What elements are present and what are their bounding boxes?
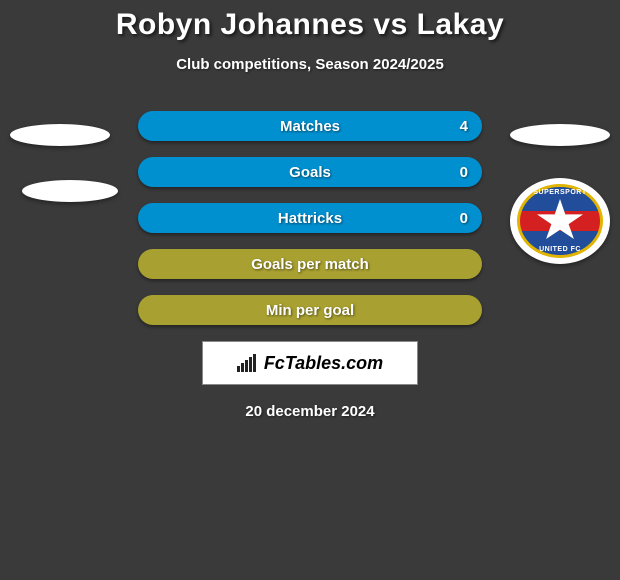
stat-value-right: 4 [460,118,468,135]
club-badge: SUPERSPORT UNITED FC [510,178,610,264]
stat-row: Hattricks 0 [138,203,482,233]
footer-logo-bar [253,354,256,372]
stat-label: Matches [280,118,340,135]
stat-label: Goals per match [251,256,369,273]
footer-logo-icon [237,354,256,372]
player-right-avatar-placeholder [510,124,610,146]
stat-label: Hattricks [278,210,342,227]
page-title: Robyn Johannes vs Lakay [0,0,620,42]
footer-brand-text: FcTables.com [264,353,383,374]
date-line: 20 december 2024 [0,403,620,420]
club-badge-inner: SUPERSPORT UNITED FC [517,184,603,258]
footer-logo-bar [237,366,240,372]
stat-row: Min per goal [138,295,482,325]
stat-label: Goals [289,164,331,181]
footer-logo-bar [245,360,248,372]
stat-row: Goals per match [138,249,482,279]
stat-label: Min per goal [266,302,354,319]
stat-value-right: 0 [460,164,468,181]
badge-text-bottom: UNITED FC [539,246,581,253]
footer-logo-bar [241,363,244,372]
stat-row: Goals 0 [138,157,482,187]
player-left-avatar-placeholder-2 [22,180,118,202]
subtitle: Club competitions, Season 2024/2025 [0,56,620,73]
badge-text-top: SUPERSPORT [533,189,586,196]
badge-star-icon [536,199,584,243]
stat-row: Matches 4 [138,111,482,141]
player-left-avatar-placeholder-1 [10,124,110,146]
footer-logo-bar [249,357,252,372]
stat-value-right: 0 [460,210,468,227]
footer-brand-box: FcTables.com [202,341,418,385]
